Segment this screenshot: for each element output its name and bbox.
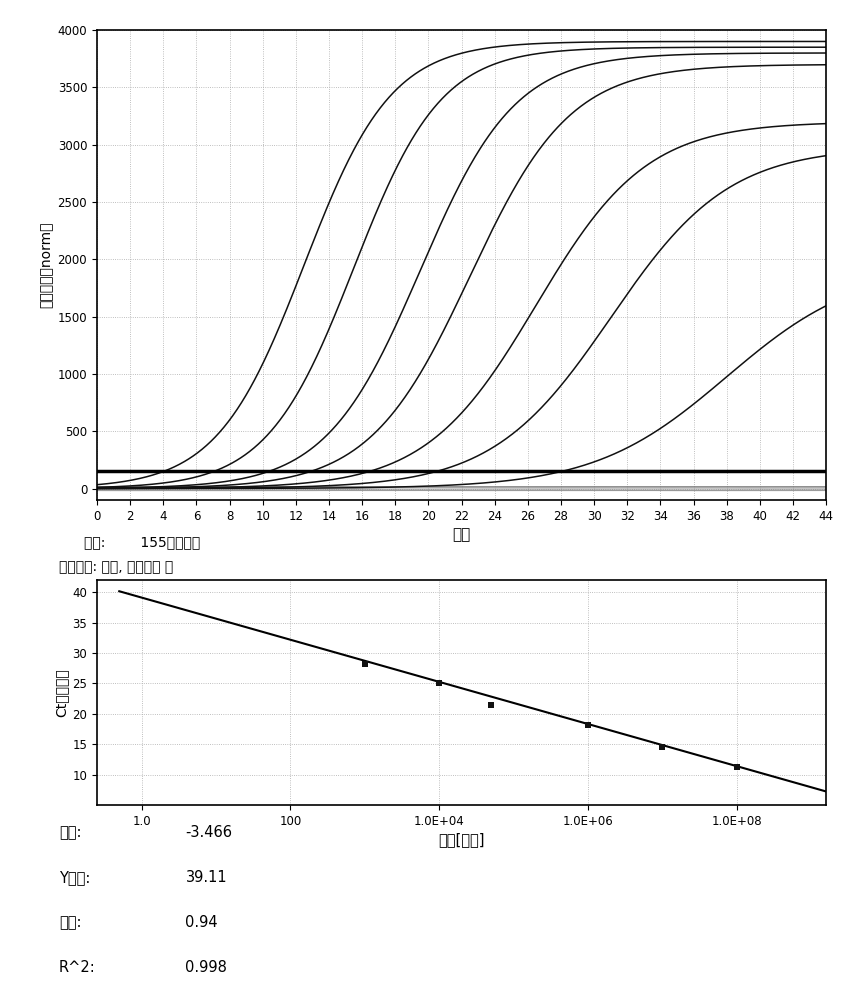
Text: 斜率:: 斜率:	[59, 825, 82, 840]
Text: 0.94: 0.94	[185, 915, 218, 930]
Text: 基线设定: 自动, 漂移校正 关: 基线设定: 自动, 漂移校正 关	[59, 560, 174, 574]
Text: 效率:: 效率:	[59, 915, 82, 930]
Text: R^2:: R^2:	[59, 960, 96, 975]
Text: 阈値:        155（噪带）: 阈値: 155（噪带）	[84, 535, 201, 549]
Text: Y截距:: Y截距:	[59, 870, 90, 885]
X-axis label: 数量[拷贝]: 数量[拷贝]	[438, 832, 485, 847]
Text: 0.998: 0.998	[185, 960, 228, 975]
X-axis label: 循环: 循环	[453, 527, 470, 542]
Text: -3.466: -3.466	[185, 825, 233, 840]
Y-axis label: Ct［循环］: Ct［循环］	[54, 668, 68, 717]
Text: 39.11: 39.11	[185, 870, 227, 885]
Y-axis label: 荧光强度（norm）: 荧光强度（norm）	[40, 222, 53, 308]
